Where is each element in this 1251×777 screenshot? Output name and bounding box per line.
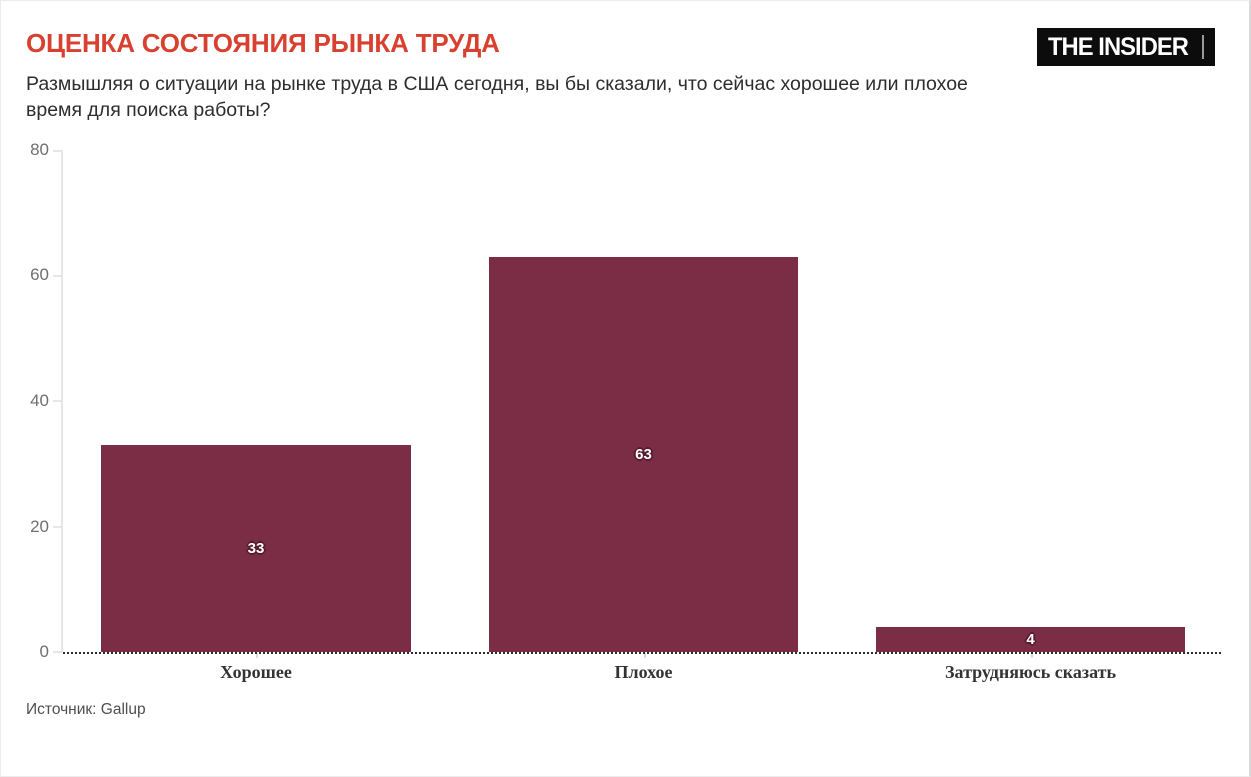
x-axis-dotted-baseline xyxy=(63,651,1221,654)
x-axis-category-label: Хорошее xyxy=(220,662,292,682)
source-note: Источник: Gallup xyxy=(26,701,146,718)
bar-bad: 63 xyxy=(489,257,798,652)
x-axis-category-label: Затрудняюсь сказать xyxy=(945,662,1116,682)
chart-subtitle: Размышляя о ситуации на рынке труда в СШ… xyxy=(26,73,968,122)
y-axis-tick-label: 80 xyxy=(30,140,49,159)
y-axis-tick-label: 40 xyxy=(30,391,49,410)
bar-good: 33 xyxy=(101,445,411,652)
bar-chart: 0 20 40 60 80 33 Хорошее 63 Плохое 4 xyxy=(30,140,1221,682)
x-axis-tick-mark xyxy=(256,653,258,658)
bar-hard-to-say: 4 xyxy=(876,627,1185,652)
brand-logo: THE INSIDER xyxy=(1036,28,1215,66)
bar-value-label: 63 xyxy=(635,445,652,463)
y-axis-tick-mark xyxy=(53,275,62,277)
bar-value-label: 4 xyxy=(1026,630,1035,648)
y-axis-tick-mark xyxy=(53,150,62,152)
bar-value-label: 33 xyxy=(247,539,265,557)
x-axis-category-label: Плохое xyxy=(614,662,673,682)
x-axis-tick-mark xyxy=(643,653,646,658)
page-title: ОЦЕНКА СОСТОЯНИЯ РЫНКА ТРУДА xyxy=(26,28,500,58)
y-axis-tick-label: 60 xyxy=(30,265,49,284)
x-axis-tick-mark xyxy=(1030,653,1033,658)
bar-column-bad: 63 Плохое xyxy=(489,150,798,682)
y-axis-tick-mark xyxy=(53,400,62,402)
brand-cursor-mark xyxy=(1202,35,1204,59)
bar-column-good: 33 Хорошее xyxy=(101,150,411,682)
y-axis-tick-label: 20 xyxy=(30,517,49,536)
y-axis-tick-mark xyxy=(53,651,62,653)
brand-logo-text: THE INSIDER xyxy=(1047,32,1189,61)
y-axis-tick-label: 0 xyxy=(39,642,49,661)
bar-column-hard-to-say: 4 Затрудняюсь сказать xyxy=(876,150,1185,682)
y-axis-tick-mark xyxy=(53,526,62,528)
